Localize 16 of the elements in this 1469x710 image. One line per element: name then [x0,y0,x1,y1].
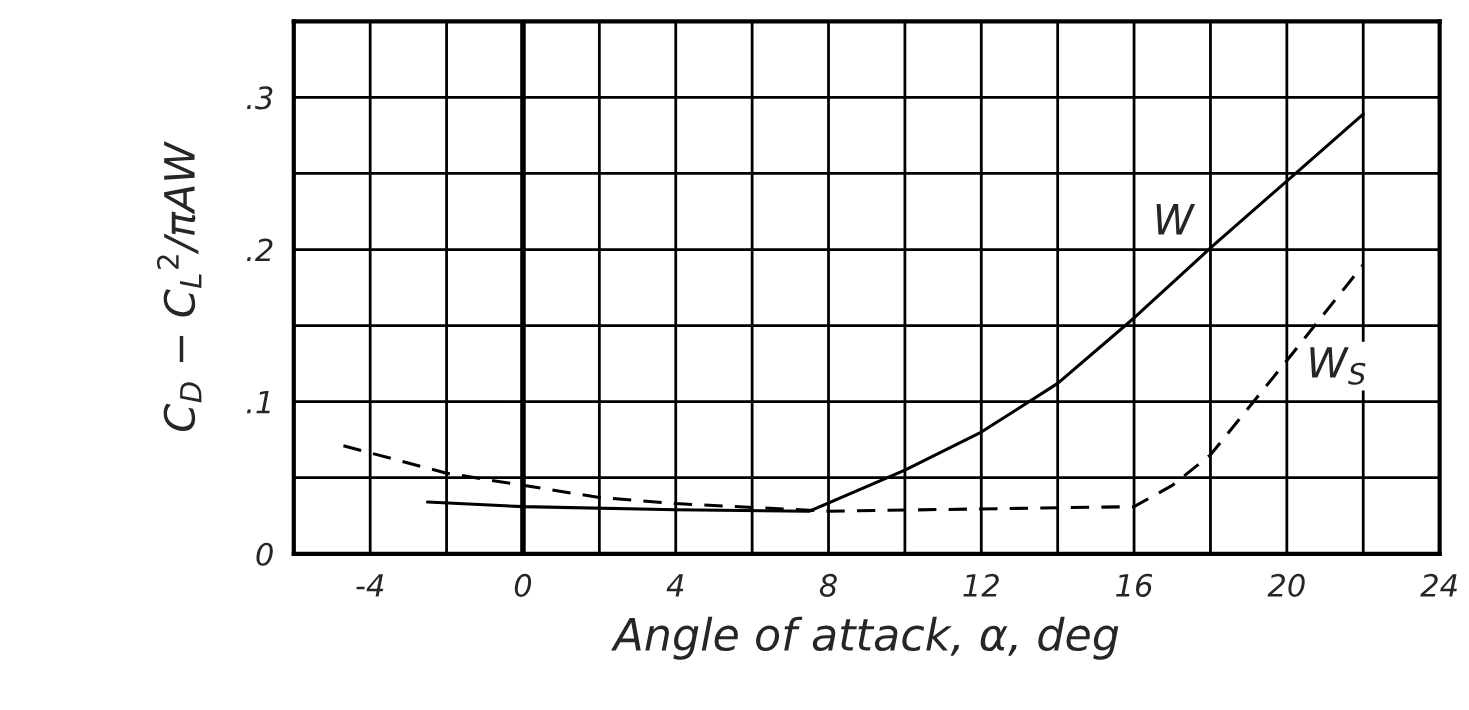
y-tick-label: .1 [246,390,270,414]
y-tick-label: .2 [246,238,273,262]
x-tick-label: 16 [1116,573,1153,597]
x-tick-label: -4 [356,574,384,597]
x-tick-label: 8 [819,573,837,597]
x-tick-label: 12 [963,573,999,597]
x-tick-label: 24 [1420,573,1457,597]
x-tick-label: 0 [514,573,532,597]
series-label: W [1156,204,1196,235]
series-label: W$_{S}$ [1310,347,1366,385]
y-tick-label: 0 [256,542,273,566]
y-tick-label: .3 [246,86,273,110]
x-tick-label: 4 [666,574,684,597]
x-axis-title: Angle of attack, α, deg [611,616,1119,660]
x-tick-label: 20 [1267,573,1305,597]
y-axis-title: C$_{D}$ − C$_{L}$$^{2}$/πAW [156,141,202,432]
